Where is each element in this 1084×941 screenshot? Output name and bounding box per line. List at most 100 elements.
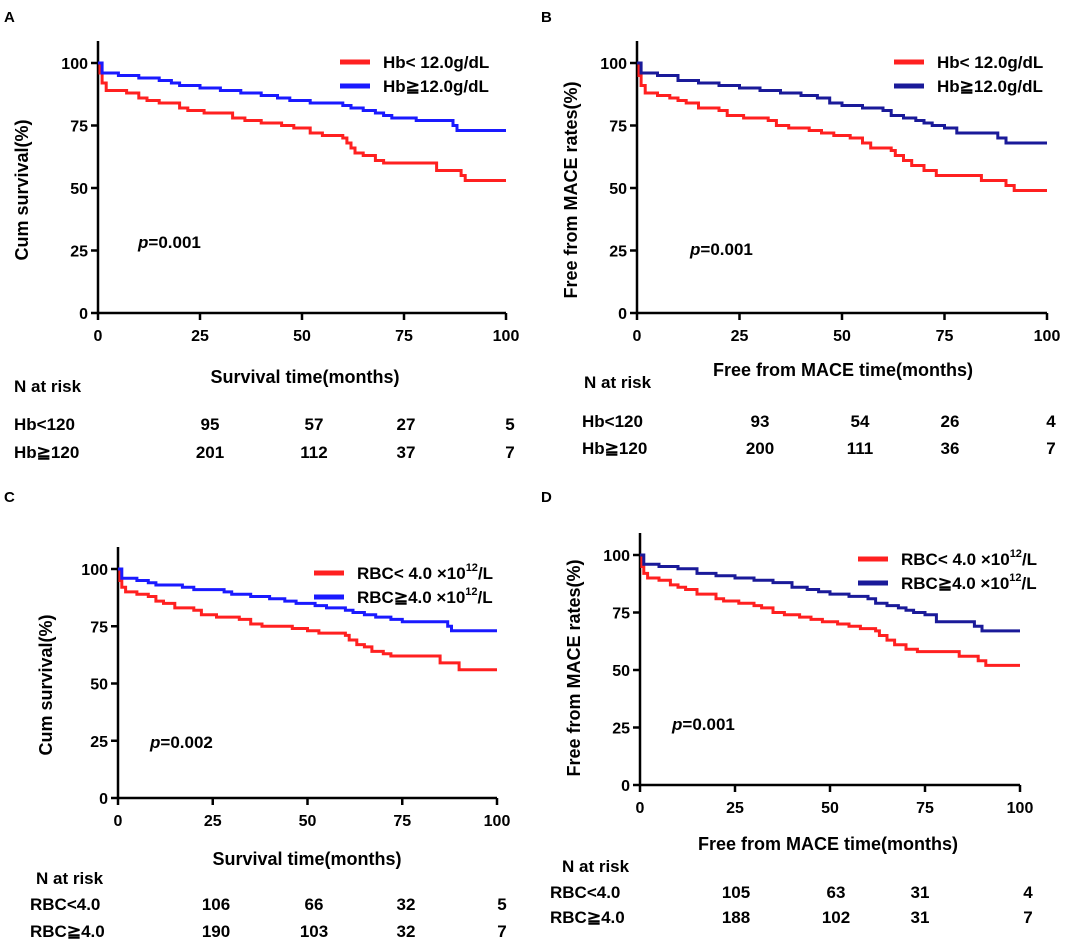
y-tick-label: 100 bbox=[603, 548, 630, 565]
x-tick-label: 50 bbox=[293, 328, 311, 345]
risk-value: 106 bbox=[202, 895, 230, 914]
km-curve-high bbox=[98, 61, 506, 132]
legend-label-sup: 12 bbox=[1010, 548, 1022, 560]
y-tick-label: 75 bbox=[612, 606, 630, 623]
legend-label-tail: /L bbox=[478, 564, 493, 583]
legend-label: Hb≧12.0g/dL bbox=[383, 77, 489, 96]
p-value-number: =0.001 bbox=[700, 240, 752, 259]
risk-value: 93 bbox=[751, 412, 770, 431]
x-tick-label: 50 bbox=[821, 800, 839, 817]
p-symbol: p bbox=[149, 733, 160, 752]
risk-value: 66 bbox=[305, 895, 324, 914]
y-axis-title: Free from MACE rates(%) bbox=[564, 559, 584, 776]
panel-letter: D bbox=[541, 489, 552, 506]
y-tick-label: 75 bbox=[609, 119, 627, 136]
p-value-number: =0.001 bbox=[148, 233, 200, 252]
y-tick-label: 100 bbox=[81, 562, 108, 579]
panel-letter: C bbox=[4, 489, 15, 506]
legend-label-sup: 12 bbox=[466, 562, 478, 574]
x-tick-label: 25 bbox=[731, 328, 749, 345]
y-axis-title: Free from MACE rates(%) bbox=[561, 81, 581, 298]
risk-value: 112 bbox=[300, 443, 327, 462]
km-curve-high bbox=[637, 61, 1047, 145]
y-tick-label: 100 bbox=[600, 56, 627, 73]
risk-value: 190 bbox=[202, 922, 230, 941]
risk-value: 31 bbox=[911, 883, 930, 902]
risk-value: 102 bbox=[822, 908, 850, 927]
p-value: p=0.002 bbox=[149, 733, 213, 752]
legend-label: RBC≧4.0 ×1012/L bbox=[357, 586, 493, 607]
y-tick-label: 25 bbox=[90, 734, 108, 751]
risk-value: 103 bbox=[300, 922, 328, 941]
km-curve-low bbox=[98, 61, 506, 182]
risk-value: 26 bbox=[941, 412, 960, 431]
x-tick-label: 0 bbox=[636, 800, 645, 817]
x-axis-title: Free from MACE time(months) bbox=[713, 360, 973, 380]
y-tick-label: 0 bbox=[79, 306, 88, 323]
risk-value: 32 bbox=[397, 895, 416, 914]
risk-table-title: N at risk bbox=[36, 869, 104, 888]
risk-value: 4 bbox=[1046, 412, 1056, 431]
x-tick-label: 75 bbox=[916, 800, 934, 817]
risk-value: 201 bbox=[196, 443, 224, 462]
km-curve-high bbox=[640, 553, 1020, 633]
x-axis-title: Survival time(months) bbox=[210, 367, 399, 387]
risk-value: 200 bbox=[746, 439, 774, 458]
risk-value: 5 bbox=[497, 895, 506, 914]
risk-table-title: N at risk bbox=[584, 373, 652, 392]
p-value: p=0.001 bbox=[671, 715, 735, 734]
km-curve-low bbox=[637, 61, 1047, 192]
legend-label-sup: 12 bbox=[465, 586, 477, 598]
legend-label: RBC< 4.0 ×1012/L bbox=[901, 548, 1037, 569]
x-tick-label: 75 bbox=[395, 328, 413, 345]
legend-label-main: RBC< 4.0 ×10 bbox=[357, 564, 466, 583]
p-symbol: p bbox=[671, 715, 682, 734]
p-value-number: =0.001 bbox=[682, 715, 734, 734]
risk-value: 32 bbox=[397, 922, 416, 941]
x-tick-label: 0 bbox=[114, 813, 123, 830]
p-value-number: =0.002 bbox=[160, 733, 212, 752]
y-tick-label: 0 bbox=[621, 778, 630, 795]
risk-value: 7 bbox=[497, 922, 506, 941]
x-tick-label: 50 bbox=[833, 328, 851, 345]
x-tick-label: 100 bbox=[1034, 328, 1061, 345]
legend-label: Hb< 12.0g/dL bbox=[383, 53, 489, 72]
y-tick-label: 50 bbox=[609, 181, 627, 198]
risk-table-title: N at risk bbox=[562, 857, 630, 876]
risk-value: 36 bbox=[941, 439, 960, 458]
risk-row-label: RBC<4.0 bbox=[30, 895, 100, 914]
legend-label-sup: 12 bbox=[1009, 572, 1021, 584]
risk-row-label: Hb<120 bbox=[14, 415, 75, 434]
x-axis-title: Free from MACE time(months) bbox=[698, 834, 958, 854]
x-tick-label: 100 bbox=[493, 328, 520, 345]
y-axis-title: Cum survival(%) bbox=[12, 119, 32, 260]
legend-label-tail: /L bbox=[1022, 574, 1037, 593]
x-tick-label: 75 bbox=[936, 328, 954, 345]
x-tick-label: 25 bbox=[204, 813, 222, 830]
km-curve-low bbox=[640, 553, 1020, 667]
risk-table-title: N at risk bbox=[14, 377, 82, 396]
legend-label-main: Hb< 12.0g/dL bbox=[383, 53, 489, 72]
x-axis-title: Survival time(months) bbox=[212, 849, 401, 869]
risk-value: 111 bbox=[847, 439, 874, 458]
risk-value: 5 bbox=[505, 415, 514, 434]
y-tick-label: 75 bbox=[70, 119, 88, 136]
legend-label-main: RBC< 4.0 ×10 bbox=[901, 550, 1010, 569]
risk-value: 31 bbox=[911, 908, 930, 927]
legend-label-main: RBC≧4.0 ×10 bbox=[357, 588, 465, 607]
x-tick-label: 25 bbox=[726, 800, 744, 817]
y-tick-label: 25 bbox=[70, 244, 88, 261]
legend-label-main: Hb≧12.0g/dL bbox=[937, 77, 1043, 96]
km-curve-low bbox=[118, 567, 497, 672]
y-tick-label: 75 bbox=[90, 619, 108, 636]
risk-value: 54 bbox=[851, 412, 870, 431]
risk-row-label: RBC≧4.0 bbox=[30, 922, 105, 941]
risk-row-label: Hb≧120 bbox=[582, 439, 647, 458]
risk-value: 57 bbox=[305, 415, 324, 434]
risk-value: 7 bbox=[1046, 439, 1055, 458]
risk-value: 37 bbox=[397, 443, 416, 462]
x-tick-label: 0 bbox=[94, 328, 103, 345]
